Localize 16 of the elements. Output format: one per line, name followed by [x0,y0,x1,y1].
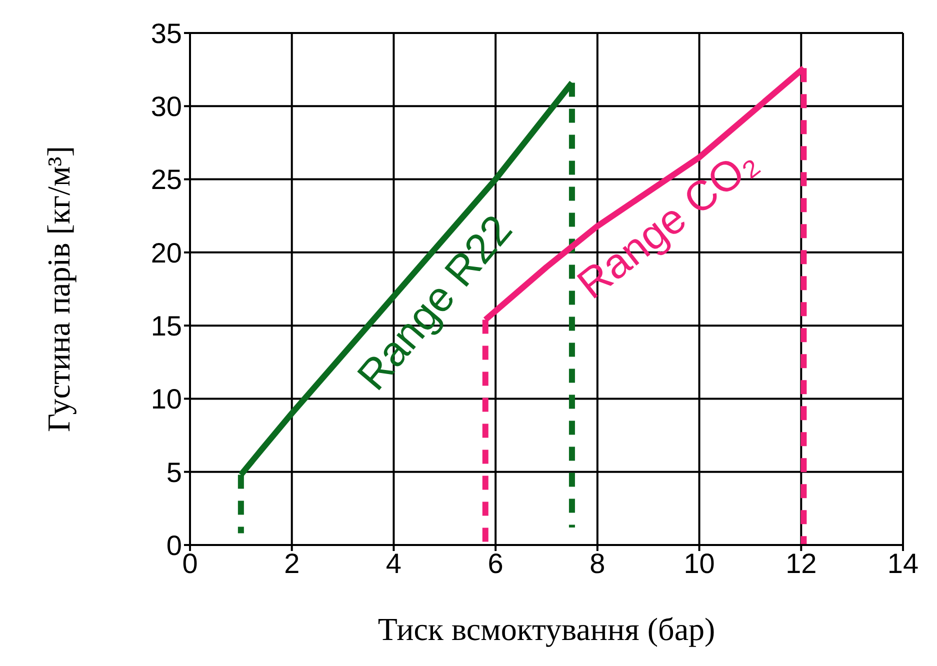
x-tick-label: 6 [488,548,504,579]
x-tick-label: 8 [590,548,606,579]
y-tick-label: 35 [150,18,182,49]
x-axis-title: Тиск всмоктування (бар) [378,611,716,647]
y-tick-label: 10 [150,384,182,415]
y-tick-label: 5 [166,456,182,488]
x-tick-label: 12 [786,548,817,579]
y-tick-label: 30 [150,91,182,122]
x-tick-label: 14 [887,548,919,579]
y-tick-label: 20 [150,237,182,268]
y-axis-title: Густина парів [кг/м³] [40,146,76,432]
x-tick-label: 10 [684,548,715,579]
y-tick-label: 15 [150,310,182,342]
x-tick-label: 4 [386,548,402,579]
x-tick-label: 2 [284,548,300,579]
y-tick-label: 25 [150,164,182,196]
